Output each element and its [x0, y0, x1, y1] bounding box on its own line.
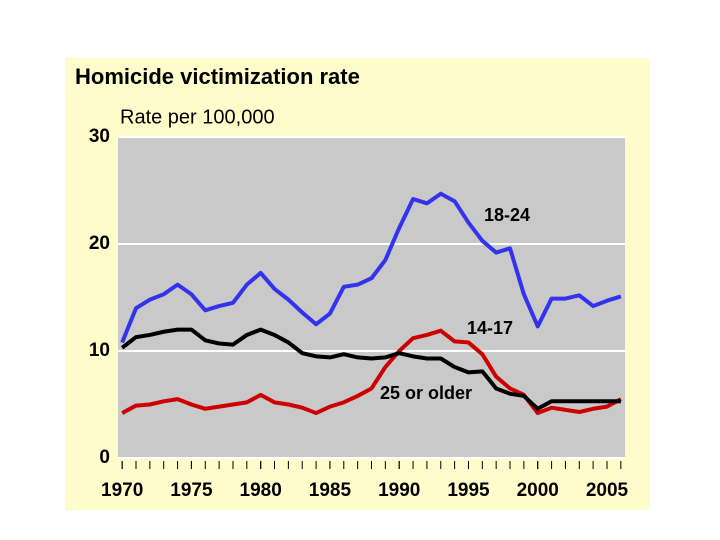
x-tick-label: 1970 [101, 480, 143, 501]
x-tick-label: 1980 [240, 480, 282, 501]
x-tick-label: 1995 [447, 480, 490, 501]
y-tick-label: 10 [89, 340, 110, 361]
series-label: 18-24 [484, 205, 530, 225]
x-tick-label: 1990 [378, 480, 420, 501]
x-tick-label: 1975 [170, 480, 213, 501]
y-tick-label: 20 [89, 233, 110, 254]
y-tick-label: 0 [99, 447, 110, 468]
x-tick-label: 2000 [517, 480, 559, 501]
series-line [120, 191, 622, 344]
series-line [120, 327, 621, 411]
series-label: 14-17 [467, 318, 513, 338]
x-tick-label: 1985 [309, 480, 352, 501]
series-line [121, 328, 622, 416]
series-label: 25 or older [380, 383, 472, 403]
x-tick-label: 2005 [586, 480, 629, 501]
y-axis-label: Rate per 100,000 [120, 106, 275, 128]
y-tick-label: 30 [89, 126, 110, 147]
plot-background [118, 137, 625, 458]
chart-title: Homicide victimization rate [75, 64, 360, 89]
